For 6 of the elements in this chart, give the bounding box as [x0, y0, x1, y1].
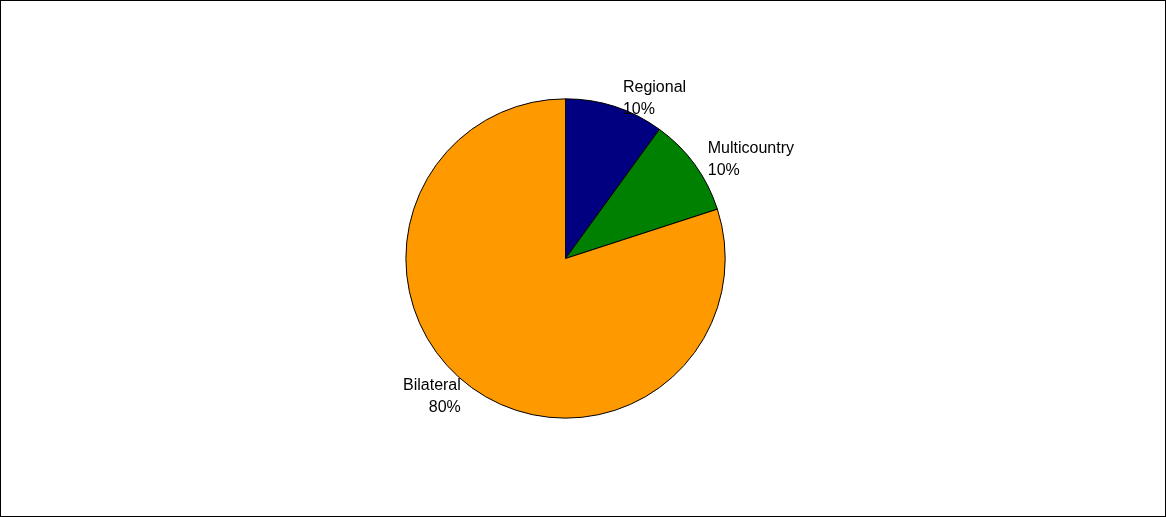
data-label: 10%	[622, 99, 655, 117]
slice-label: Bilateral	[403, 376, 461, 394]
slice-label: Multicountry	[707, 139, 795, 157]
data-label: 80%	[428, 398, 461, 416]
data-label: 10%	[707, 161, 740, 179]
slice-label: Regional	[622, 77, 687, 95]
